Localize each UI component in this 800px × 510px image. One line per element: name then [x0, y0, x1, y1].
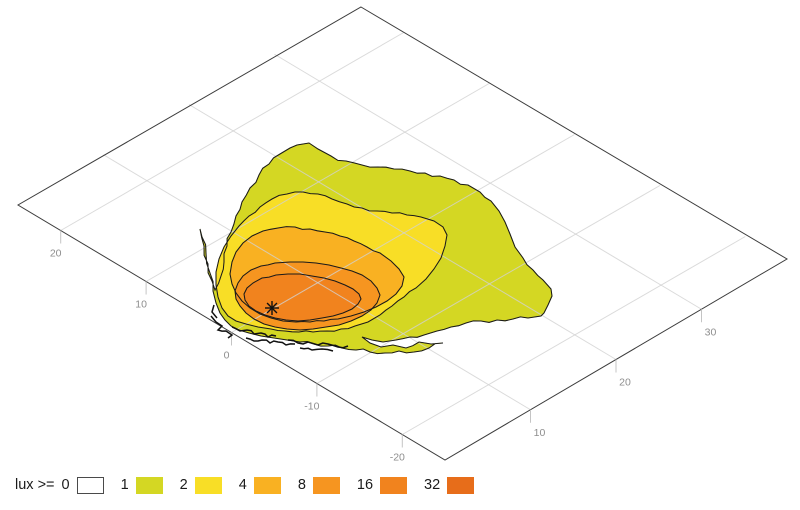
legend-swatch: [380, 476, 408, 494]
legend-swatch: [76, 476, 104, 494]
legend-label: 8: [297, 477, 306, 493]
legend-prefix: lux >=: [15, 477, 55, 493]
plot-border: [17, 6, 788, 461]
axis-tick-label: 30: [705, 326, 717, 338]
source-marker: [266, 302, 278, 314]
gridline-x: [231, 134, 575, 333]
legend-swatch: [194, 476, 222, 494]
contour-tangle: [245, 337, 296, 346]
contour-tangle: [231, 326, 277, 338]
axis-tick-label: -20: [390, 452, 405, 464]
contour-line-level-4: [229, 226, 405, 323]
legend-label: 32: [424, 477, 441, 493]
contour-line-level-8: [234, 261, 381, 331]
gridline-y: [274, 53, 702, 310]
legend-swatch: [253, 476, 281, 494]
gridline-y: [103, 154, 531, 411]
axis-tick-label: 10: [534, 427, 546, 439]
axis-tick-label: 20: [619, 377, 631, 389]
legend-label: 4: [238, 477, 247, 493]
legend-label: 0: [61, 477, 70, 493]
contour-tangle: [210, 315, 234, 339]
gridline-x: [145, 83, 490, 282]
gridline-x: [60, 32, 404, 231]
legend: lux >= 0 1 2 4 8 16 32: [15, 474, 491, 496]
contour-tangle: [299, 347, 334, 352]
axis-tick-label: 0: [224, 350, 230, 362]
axis-tick-label: -10: [304, 401, 319, 413]
contour-tangle: [211, 304, 218, 319]
legend-label: 1: [120, 477, 129, 493]
legend-label: 2: [179, 477, 188, 493]
contour-tangle: [287, 339, 349, 349]
gridline-x: [316, 185, 661, 384]
legend-swatch: [135, 476, 163, 494]
contour-line-level-2: [215, 191, 448, 333]
contour-line-level-1: [199, 142, 553, 355]
contour-line-level-16: [243, 273, 362, 322]
axis-tick-label: 10: [135, 299, 147, 311]
gridline-y: [188, 104, 617, 360]
legend-label: 16: [356, 477, 374, 493]
legend-swatch: [447, 476, 475, 494]
gridline-x: [402, 236, 746, 435]
legend-swatch: [312, 476, 340, 494]
axis-tick-label: 20: [50, 248, 62, 260]
